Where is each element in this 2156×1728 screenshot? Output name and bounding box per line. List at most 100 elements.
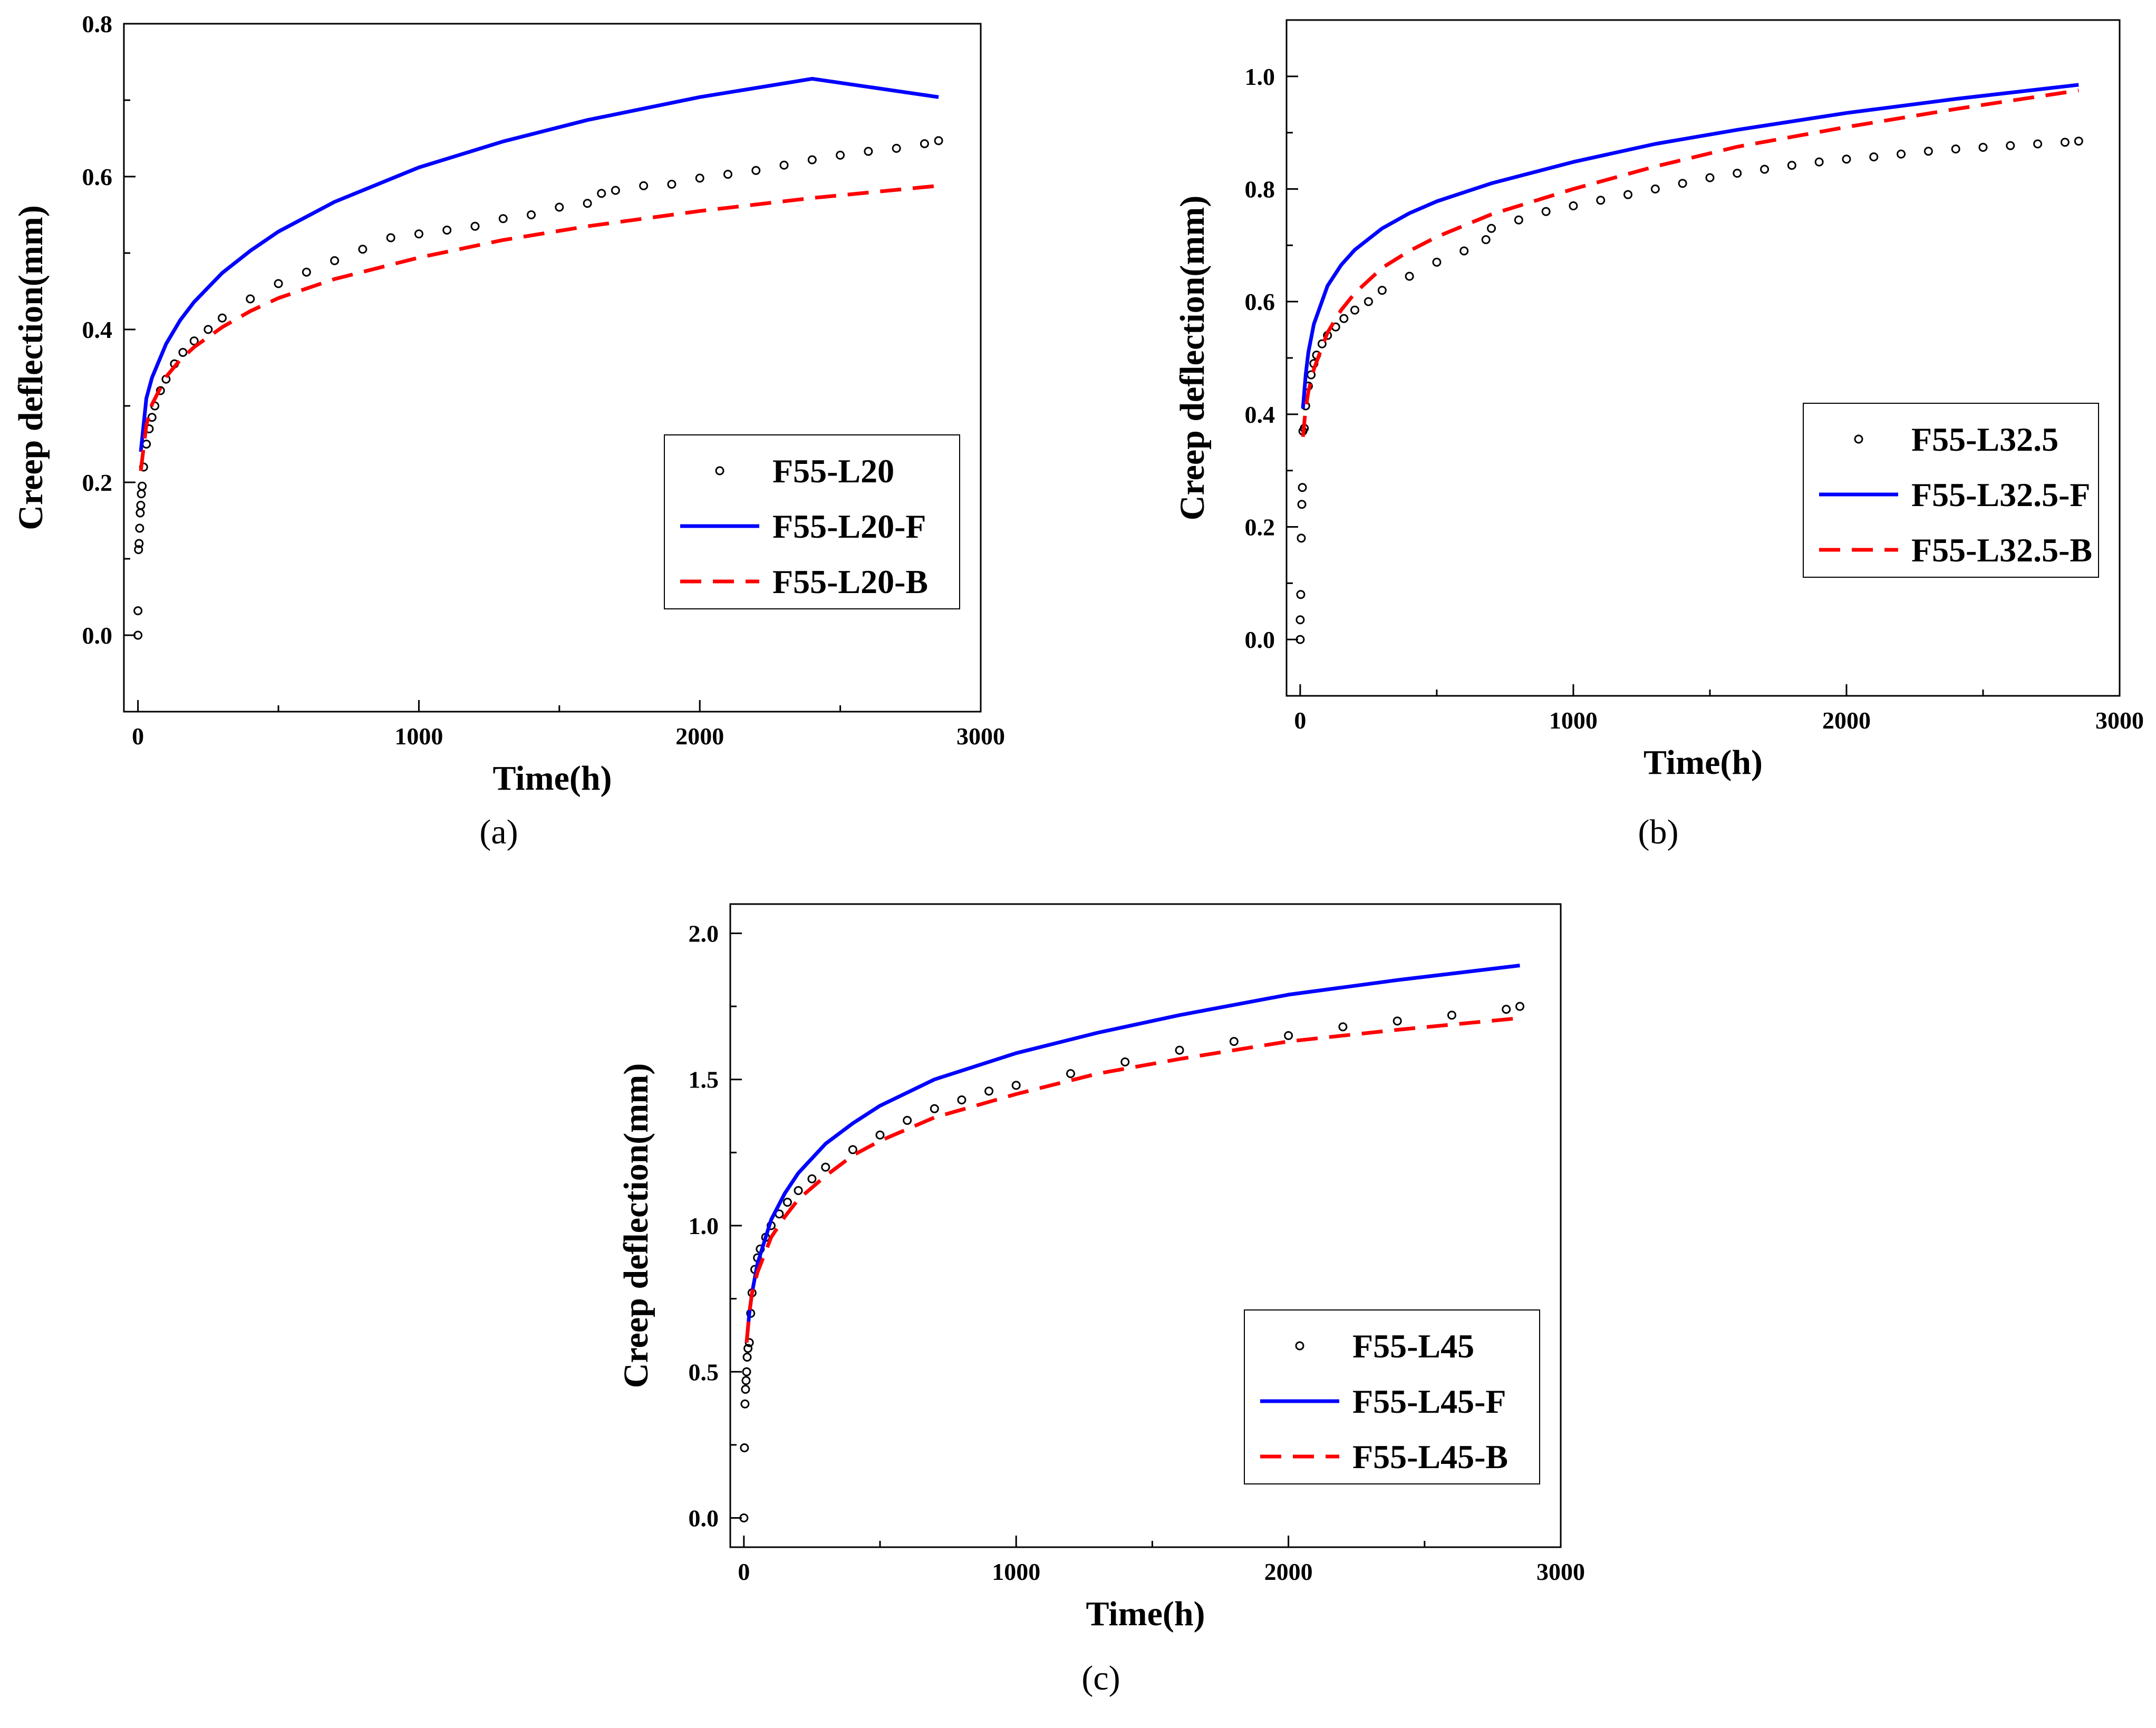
legend-label: F55-L20-F xyxy=(772,508,926,545)
data-point-F55-L20 xyxy=(583,199,592,208)
series-line-F55-L32.5-B xyxy=(1301,89,2079,437)
data-point-F55-L45 xyxy=(741,1385,750,1394)
data-point-F55-L45 xyxy=(1175,1045,1184,1055)
x-tick-label: 2000 xyxy=(1822,707,1871,734)
legend: F55-L32.5 F55-L32.5-F F55-L32.5-B xyxy=(1803,403,2099,578)
data-point-F55-L45 xyxy=(807,1174,817,1183)
data-point-F55-L45 xyxy=(1338,1022,1348,1032)
y-axis-title: Creep deflection(mm) xyxy=(617,1063,655,1388)
data-point-F55-L32.5 xyxy=(1678,179,1687,188)
data-point-F55-L32.5 xyxy=(1760,164,1770,174)
x-tick-label: 1000 xyxy=(992,1558,1040,1585)
data-point-F55-L45 xyxy=(848,1145,857,1154)
data-point-F55-L45 xyxy=(903,1115,912,1125)
x-tick-label: 3000 xyxy=(2095,707,2144,734)
panel-caption: (b) xyxy=(1638,813,1679,851)
data-point-F55-L20 xyxy=(920,139,929,149)
series-line-F55-L45-F xyxy=(745,964,1520,1343)
data-point-F55-L32.5 xyxy=(1705,173,1715,182)
data-point-F55-L20 xyxy=(807,155,817,164)
y-tick-label: 0.4 xyxy=(1245,401,1275,428)
panel-a: 0 1000 2000 3000 0.0 0.2 0.4 0.6 0.8 Time(h) Creep… xyxy=(12,11,1005,851)
data-point-F55-L20 xyxy=(611,186,620,195)
data-point-F55-L20 xyxy=(330,256,340,265)
x-axis-title: Time(h) xyxy=(492,759,612,798)
data-point-F55-L20 xyxy=(386,233,395,242)
plot-frame xyxy=(1285,19,2121,697)
series-line-F55-L45-B xyxy=(745,1016,1520,1343)
plot-area xyxy=(133,76,943,640)
data-point-F55-L20 xyxy=(136,501,146,510)
data-point-F55-L20 xyxy=(246,294,255,304)
data-point-F55-L32.5 xyxy=(1350,305,1360,315)
plot-area xyxy=(739,964,1525,1523)
data-point-F55-L20 xyxy=(414,229,423,239)
data-point-F55-L45 xyxy=(742,1353,752,1362)
data-point-F55-L20 xyxy=(779,160,789,170)
data-point-F55-L32.5 xyxy=(1569,201,1578,211)
data-point-F55-L20 xyxy=(555,202,564,212)
data-point-F55-L20 xyxy=(156,386,165,395)
data-point-F55-L20 xyxy=(133,606,143,616)
legend-label: F55-L20-B xyxy=(772,563,928,600)
data-point-F55-L20 xyxy=(723,170,732,179)
data-point-F55-L20 xyxy=(136,508,145,518)
data-point-F55-L20 xyxy=(142,440,151,449)
x-tick-label: 2000 xyxy=(675,723,724,750)
data-point-F55-L32.5 xyxy=(1296,590,1306,599)
data-point-F55-L20 xyxy=(133,630,143,640)
x-tick-label: 0 xyxy=(132,723,144,750)
legend: F55-L45 F55-L45-F F55-L45-B xyxy=(1244,1309,1540,1484)
series-line-F55-L20-B xyxy=(139,183,939,471)
x-tick-label: 3000 xyxy=(1536,1558,1585,1585)
plot-area xyxy=(1295,83,2083,644)
y-tick-label: 1.0 xyxy=(1245,63,1275,90)
data-point-F55-L32.5 xyxy=(1733,169,1742,178)
data-point-F55-L32.5 xyxy=(1951,144,1960,154)
data-point-F55-L32.5 xyxy=(1339,314,1349,323)
data-point-F55-L32.5 xyxy=(1541,207,1551,216)
panel-c: 0 1000 2000 3000 0.0 0.5 1.0 1.5 2.0 Time(h) Creep… xyxy=(617,903,1585,1697)
data-point-F55-L32.5 xyxy=(1317,339,1327,348)
data-point-F55-L45 xyxy=(742,1367,751,1376)
data-point-F55-L20 xyxy=(639,181,649,190)
data-point-F55-L32.5 xyxy=(1481,235,1491,245)
data-point-F55-L20 xyxy=(527,210,536,219)
data-point-F55-L45 xyxy=(740,1443,749,1452)
y-axis-title: Creep deflection(mm) xyxy=(1173,196,1212,520)
data-point-F55-L32.5 xyxy=(1814,157,1824,167)
data-point-F55-L32.5 xyxy=(1364,297,1373,306)
y-tick-label: 0.2 xyxy=(82,469,113,496)
data-point-F55-L20 xyxy=(134,539,144,548)
legend-label: F55-L45-B xyxy=(1352,1438,1508,1475)
data-point-F55-L32.5 xyxy=(1459,246,1469,256)
data-point-F55-L32.5 xyxy=(1298,483,1307,492)
data-point-F55-L45 xyxy=(1120,1057,1130,1066)
data-point-F55-L45 xyxy=(739,1513,749,1523)
data-point-F55-L45 xyxy=(741,1376,751,1385)
series-line-F55-L32.5-F xyxy=(1301,83,2079,409)
data-point-F55-L32.5 xyxy=(1487,224,1496,233)
legend-label: F55-L45-F xyxy=(1352,1383,1506,1420)
data-point-F55-L20 xyxy=(892,143,901,153)
data-point-F55-L20 xyxy=(498,214,508,224)
data-point-F55-L20 xyxy=(667,180,676,189)
data-point-F55-L32.5 xyxy=(1650,185,1660,193)
data-point-F55-L20 xyxy=(204,325,213,334)
y-tick-label: 0.0 xyxy=(689,1505,719,1532)
x-axis-title: Time(h) xyxy=(1643,743,1763,782)
data-point-F55-L32.5 xyxy=(1295,615,1305,625)
panel-b: 0 1000 2000 3000 0.0 0.2 0.4 0.6 0.8 1.0 Time(h) Cr… xyxy=(1173,19,2144,851)
data-point-F55-L45 xyxy=(875,1130,885,1140)
data-point-F55-L20 xyxy=(751,166,761,175)
data-point-F55-L32.5 xyxy=(1596,196,1606,205)
y-tick-label: 1.0 xyxy=(689,1212,719,1239)
y-tick-label: 0.4 xyxy=(82,316,113,343)
data-point-F55-L45 xyxy=(1515,1002,1525,1011)
data-point-F55-L32.5 xyxy=(1297,533,1306,543)
x-tick-label: 0 xyxy=(738,1558,750,1585)
data-point-F55-L20 xyxy=(864,147,873,156)
y-tick-label: 0.8 xyxy=(82,11,113,37)
data-point-F55-L45 xyxy=(984,1086,994,1096)
